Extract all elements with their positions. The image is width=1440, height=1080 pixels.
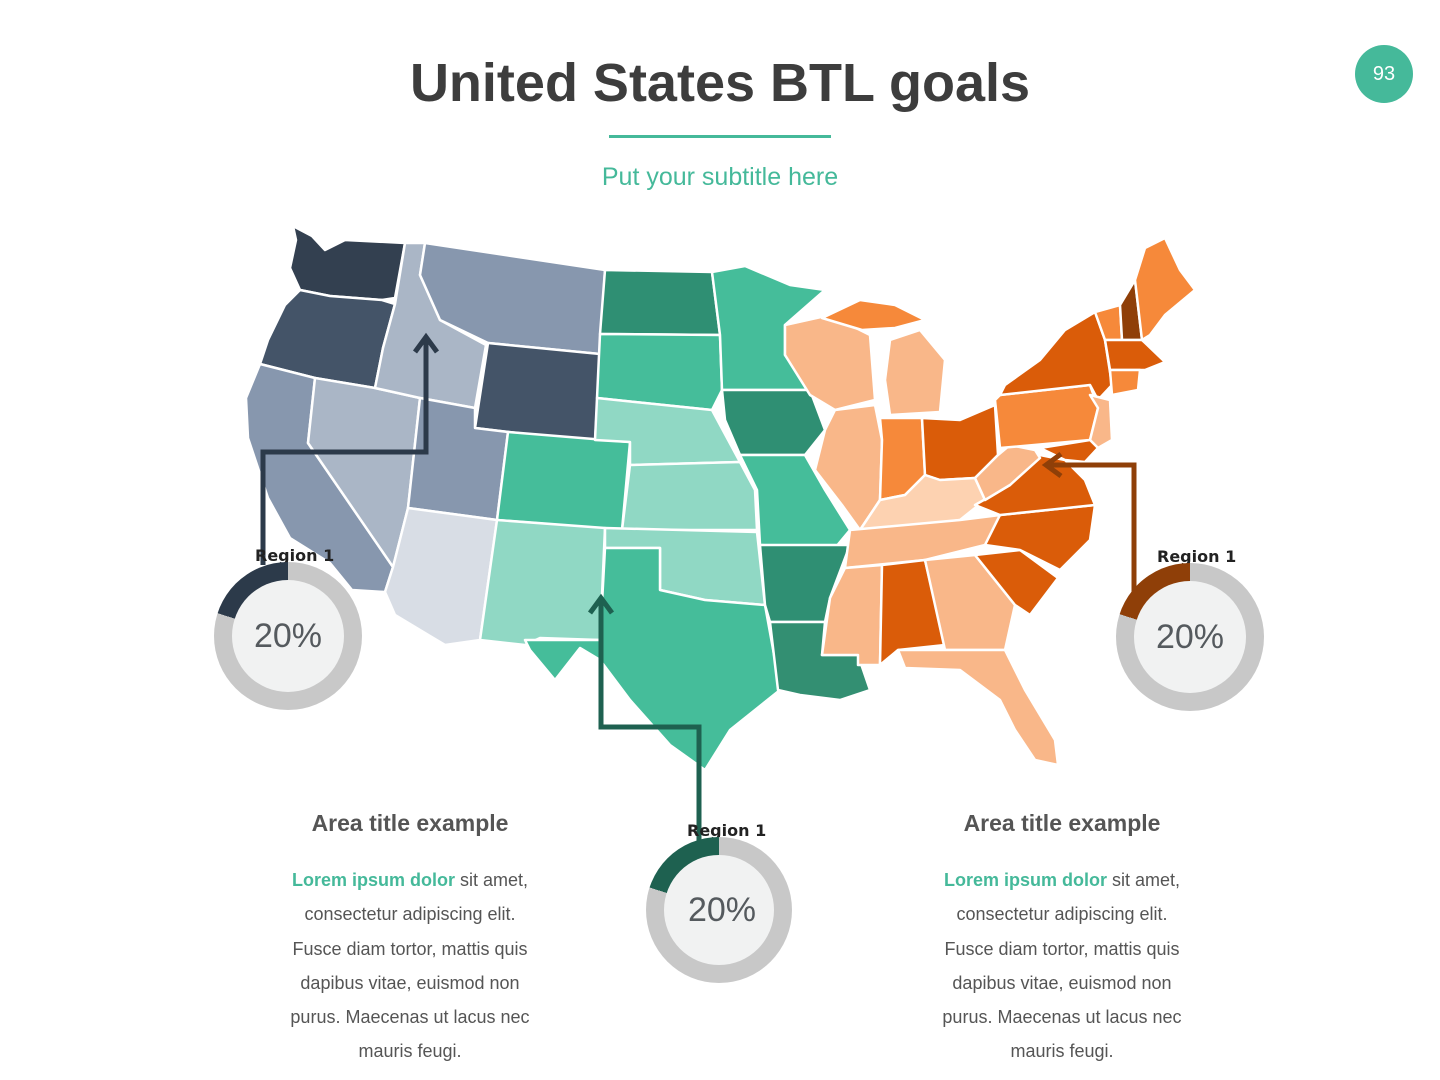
- state-maryland: [1038, 438, 1100, 464]
- state-alabama: [878, 558, 947, 667]
- state-south-dakota: [595, 332, 724, 412]
- state-west-virginia: [973, 443, 1042, 502]
- area-body-line: mauris feugi.: [1010, 1041, 1114, 1062]
- state-connecticut: [1108, 368, 1142, 397]
- percent-value-east: 20%: [1155, 618, 1225, 656]
- central-arrowhead: [587, 593, 615, 615]
- state-michigan: [883, 328, 947, 417]
- state-new-mexico: [478, 518, 607, 647]
- area-body-line: dapibus vitae, euismod non: [952, 972, 1172, 993]
- central-connector-arrow: [598, 598, 702, 843]
- area-highlight: Lorem ipsum dolor: [943, 870, 1107, 890]
- area-title: Area title example: [963, 810, 1161, 836]
- area-body-line: Fusce diam tortor, mattis quis: [292, 938, 528, 959]
- title-underline: [609, 135, 831, 138]
- east-arrowhead: [1041, 451, 1063, 479]
- area-body-line: Lorem ipsum dolor sit amet,: [912, 863, 1212, 897]
- donut-chart-central: [646, 837, 792, 983]
- area-body-line: purus. Maecenas ut lacus nec: [942, 1007, 1182, 1028]
- state-arizona: [383, 506, 499, 647]
- percent-value-west: 20%: [253, 617, 323, 655]
- slide-subtitle: Put your subtitle here: [601, 163, 839, 191]
- area-body: Lorem ipsum dolor sit amet, consectetur …: [260, 863, 560, 1069]
- donut-chart-west: [214, 562, 362, 710]
- area-body-line: purus. Maecenas ut lacus nec: [290, 1007, 530, 1028]
- state-missouri: [738, 453, 852, 550]
- state-washington: [288, 224, 407, 302]
- state-michigan-up: [820, 298, 927, 332]
- state-florida: [896, 648, 1060, 767]
- area-column-right: Area title example Lorem ipsum dolor sit…: [912, 810, 1212, 1069]
- donut-center: [1134, 581, 1246, 693]
- state-wyoming: [473, 341, 602, 444]
- state-colorado: [495, 430, 632, 532]
- state-new-york: [998, 310, 1114, 402]
- area-body-line: Fusce diam tortor, mattis quis: [944, 938, 1180, 959]
- area-body-line: mauris feugi.: [358, 1041, 462, 1062]
- area-first-line-rest: sit amet,: [1106, 870, 1181, 890]
- area-body-line: Lorem ipsum dolor sit amet,: [260, 863, 560, 897]
- state-maine: [1133, 236, 1197, 342]
- area-first-line-rest: sit amet,: [454, 870, 529, 890]
- region-label-east: Region 1: [1157, 547, 1237, 566]
- donut-center: [664, 855, 774, 965]
- region-label-central: Region 1: [687, 821, 767, 840]
- area-title: Area title example: [311, 810, 509, 836]
- state-texas: [523, 546, 782, 772]
- donut-chart-east: [1116, 563, 1264, 711]
- area-body-line: consectetur adipiscing elit.: [956, 904, 1168, 925]
- state-iowa: [720, 388, 827, 457]
- page-number-badge: 93: [1355, 45, 1413, 103]
- area-column-left: Area title example Lorem ipsum dolor sit…: [260, 810, 560, 1069]
- area-body: Lorem ipsum dolor sit amet, consectetur …: [912, 863, 1212, 1069]
- state-south-carolina: [973, 548, 1060, 617]
- area-body-line: consectetur adipiscing elit.: [304, 904, 516, 925]
- west-arrowhead: [412, 332, 440, 354]
- slide-title: United States BTL goals: [409, 53, 1031, 113]
- state-massachusetts: [1103, 338, 1167, 372]
- donut-center: [232, 580, 344, 692]
- region-label-west: Region 1: [255, 546, 335, 565]
- area-body-line: dapibus vitae, euismod non: [300, 972, 520, 993]
- west-connector-arrow: [260, 337, 429, 565]
- east-connector-arrow: [1046, 462, 1137, 600]
- state-north-dakota: [598, 268, 722, 337]
- area-highlight: Lorem ipsum dolor: [291, 870, 455, 890]
- percent-value-central: 20%: [687, 891, 757, 929]
- state-kansas: [620, 460, 759, 532]
